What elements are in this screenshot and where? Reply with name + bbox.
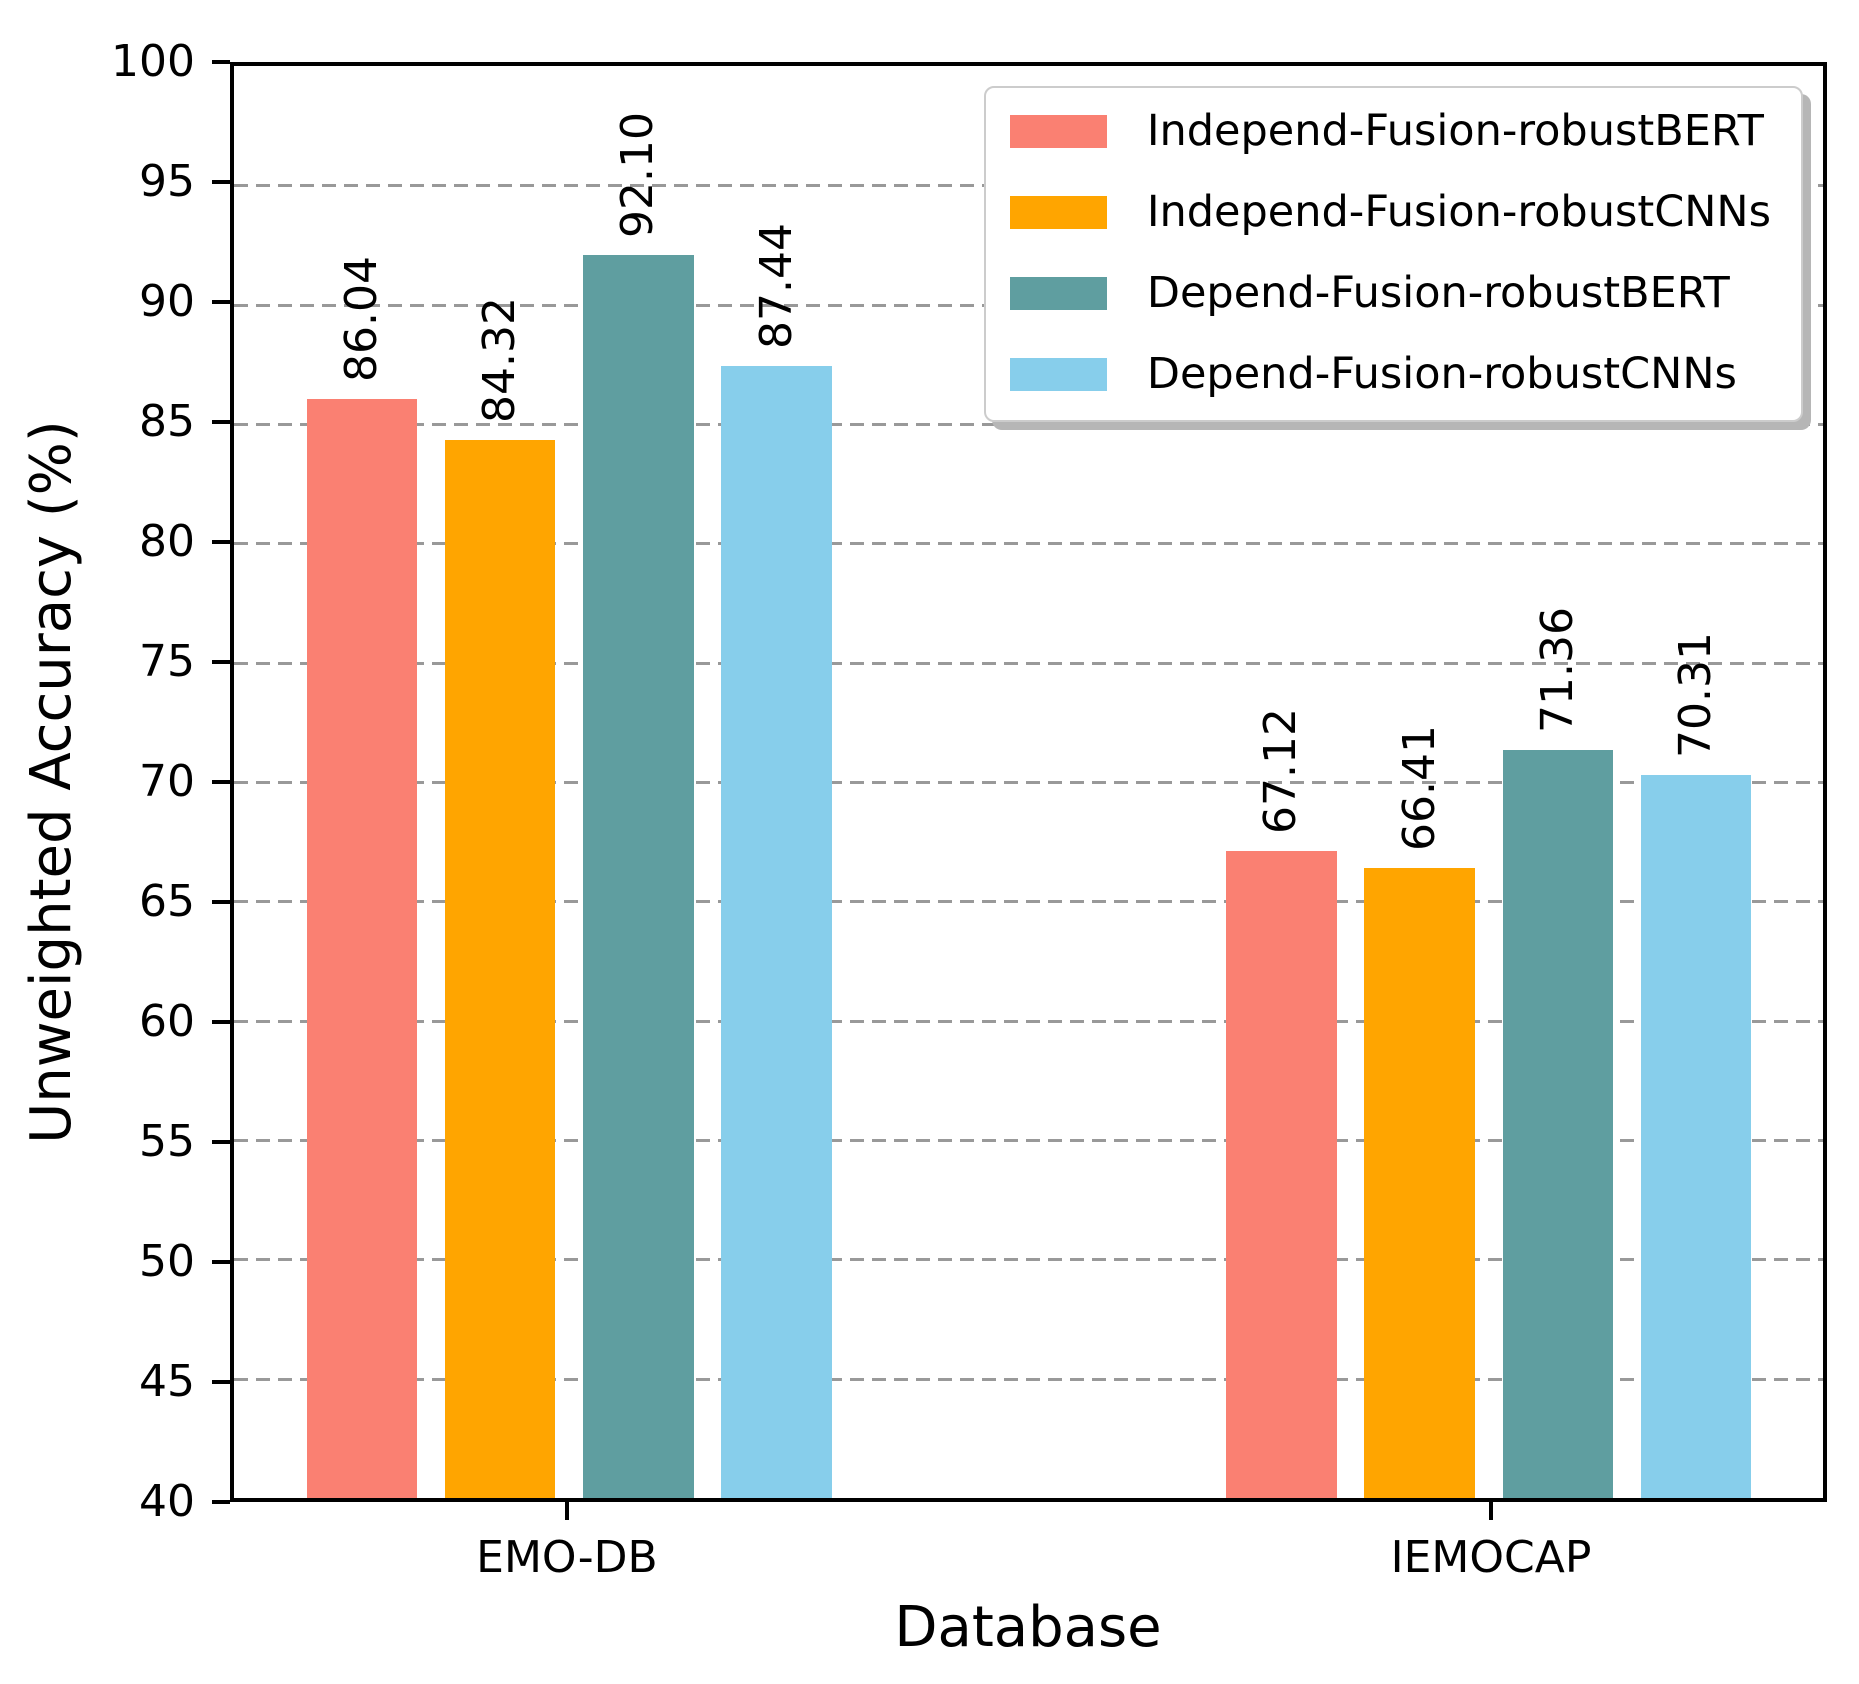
bar-value-text: 84.32 (474, 297, 526, 424)
bar-IEMOCAP-Independ-Fusion-robustCNNs (1364, 867, 1475, 1498)
gridline-y-50 (234, 1258, 1823, 1262)
bar-value-text: 87.44 (750, 222, 802, 349)
ytick-mark-70 (212, 780, 230, 784)
legend-swatch-series-3 (1009, 358, 1107, 391)
gridline-y-45 (234, 1377, 1823, 1381)
plot-area: 86.04 84.32 92.10 87.44 67.12 66.41 71.36 70.31… (230, 62, 1827, 1502)
legend-item: Independ-Fusion-robustBERT (1009, 106, 1771, 156)
ytick-label-85: 85 (139, 396, 195, 447)
bar-value-text: 71.36 (1531, 606, 1583, 733)
gridline-y-55 (234, 1139, 1823, 1142)
legend-label-series-3: Depend-Fusion-robustCNNs (1146, 349, 1737, 399)
ytick-mark-75 (212, 660, 230, 664)
ytick-mark-90 (212, 300, 230, 304)
bar-value-text: 86.04 (335, 256, 387, 383)
legend-item: Depend-Fusion-robustBERT (1009, 268, 1771, 318)
ytick-label-45: 45 (139, 1356, 195, 1407)
x-axis-label: Database (894, 1595, 1162, 1660)
xtick-mark-IEMOCAP (1488, 1502, 1493, 1520)
bar-EMO-DB-Independ-Fusion-robustCNNs (444, 440, 556, 1498)
ytick-label-70: 70 (139, 756, 195, 807)
legend-swatch-series-0 (1009, 115, 1107, 148)
legend-item: Independ-Fusion-robustCNNs (1009, 187, 1771, 237)
ytick-label-65: 65 (139, 876, 195, 927)
legend-label-series-0: Independ-Fusion-robustBERT (1146, 106, 1764, 156)
bar-value-label: 87.44 (750, 222, 802, 352)
gridline-y-70 (234, 781, 1823, 784)
bar-value-label: 70.31 (1670, 631, 1722, 761)
ytick-mark-100 (212, 60, 230, 64)
ytick-label-50: 50 (139, 1236, 195, 1287)
ytick-mark-40 (212, 1500, 230, 1504)
xtick-label-emo-db: EMO-DB (476, 1532, 658, 1583)
gridline-y-85 (234, 423, 1823, 426)
x-ticklabels: EMO-DB IEMOCAP (230, 1536, 1827, 1596)
ytick-mark-60 (212, 1020, 230, 1024)
ytick-mark-65 (212, 900, 230, 904)
gridline-y-75 (234, 661, 1823, 665)
ytick-mark-85 (212, 420, 230, 424)
legend-swatch-series-2 (1009, 277, 1107, 310)
ytick-label-60: 60 (139, 996, 195, 1047)
legend-label-series-2: Depend-Fusion-robustBERT (1146, 268, 1730, 318)
bar-value-text: 92.10 (612, 111, 664, 238)
ytick-label-100: 100 (111, 36, 195, 87)
bar-EMO-DB-Depend-Fusion-robustBERT (583, 254, 694, 1498)
bar-value-text: 70.31 (1670, 631, 1722, 758)
gridline-y-65 (234, 900, 1823, 904)
bar-EMO-DB-Independ-Fusion-robustBERT (306, 399, 418, 1498)
ytick-mark-45 (212, 1380, 230, 1384)
ytick-mark-80 (212, 540, 230, 544)
ytick-label-80: 80 (139, 516, 195, 567)
ytick-label-90: 90 (139, 276, 195, 327)
bar-value-label: 92.10 (612, 111, 664, 241)
xtick-label-iemocap: IEMOCAP (1390, 1532, 1592, 1583)
ytick-label-55: 55 (139, 1116, 195, 1167)
bar-value-label: 71.36 (1531, 606, 1583, 736)
bar-value-label: 84.32 (474, 297, 526, 426)
legend-label-series-1: Independ-Fusion-robustCNNs (1146, 187, 1771, 237)
legend: Independ-Fusion-robustBERT Independ-Fusi… (983, 86, 1803, 422)
bar-value-label: 66.41 (1393, 724, 1445, 854)
bar-value-text: 66.41 (1393, 724, 1445, 851)
xtick-mark-EMO-DB (564, 1502, 569, 1520)
bar-value-text: 67.12 (1255, 707, 1307, 834)
bar-IEMOCAP-Depend-Fusion-robustBERT (1502, 749, 1613, 1498)
ytick-mark-95 (212, 180, 230, 184)
bar-IEMOCAP-Depend-Fusion-robustCNNs (1640, 774, 1752, 1498)
bar-value-label: 67.12 (1255, 707, 1307, 837)
ytick-label-95: 95 (139, 156, 195, 207)
gridline-y-80 (234, 542, 1823, 546)
ytick-label-40: 40 (139, 1476, 195, 1527)
ytick-mark-55 (212, 1140, 230, 1144)
legend-item: Depend-Fusion-robustCNNs (1009, 349, 1771, 399)
bar-value-label: 86.04 (335, 256, 387, 385)
bar-EMO-DB-Depend-Fusion-robustCNNs (721, 365, 832, 1498)
ytick-mark-50 (212, 1260, 230, 1264)
plot-canvas: 86.04 84.32 92.10 87.44 67.12 66.41 71.36 70.31 (234, 66, 1823, 1498)
ytick-label-75: 75 (139, 636, 195, 687)
legend-swatch-series-1 (1009, 196, 1107, 229)
bar-IEMOCAP-Independ-Fusion-robustBERT (1226, 850, 1337, 1498)
gridline-y-60 (234, 1019, 1823, 1023)
